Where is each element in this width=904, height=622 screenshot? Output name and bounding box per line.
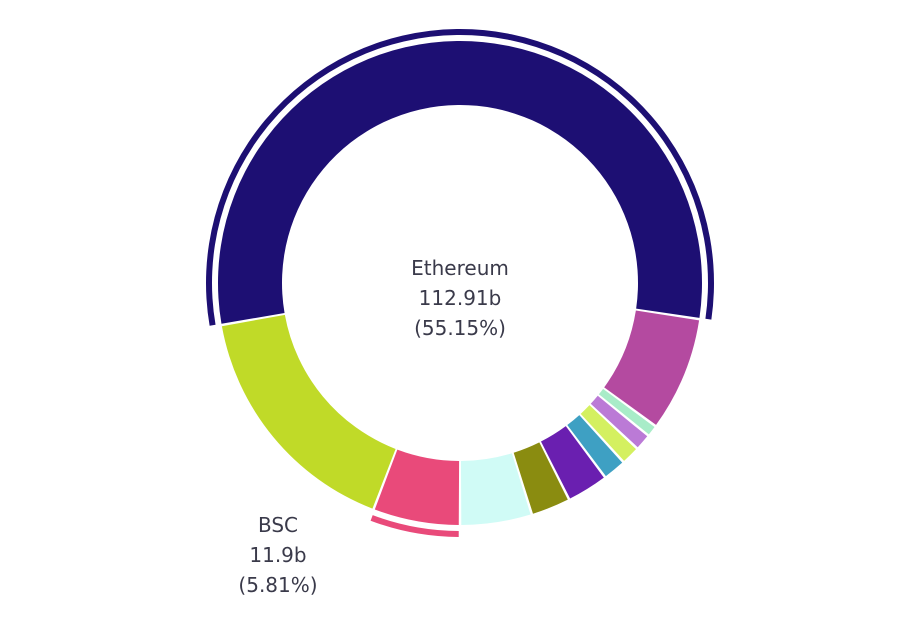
ethereum-label-name: Ethereum — [411, 256, 509, 280]
donut-slice-2[interactable] — [604, 310, 700, 425]
bsc-label-value: 11.9b — [249, 543, 307, 567]
donut-slice-5[interactable] — [580, 405, 637, 461]
highlight-arc-bsc — [370, 515, 459, 537]
bsc-label-percent: (5.81%) — [238, 573, 318, 597]
donut-slice-bsc[interactable] — [374, 449, 460, 525]
donut-slice-3[interactable] — [598, 388, 655, 435]
donut-slice-11[interactable] — [221, 314, 396, 509]
bsc-label-name: BSC — [257, 513, 299, 537]
donut-slice-4[interactable] — [590, 395, 648, 448]
donut-slice-8[interactable] — [513, 442, 568, 514]
slice-highlight-arcs — [206, 29, 715, 537]
donut-slice-7[interactable] — [540, 426, 604, 499]
ethereum-label: Ethereum 112.91b (55.15%) — [360, 253, 560, 343]
donut-slice-6[interactable] — [567, 415, 623, 477]
ethereum-label-value: 112.91b — [418, 286, 502, 310]
bsc-label: BSC 11.9b (5.81%) — [203, 510, 353, 600]
donut-slices — [218, 40, 702, 525]
ethereum-label-percent: (55.15%) — [414, 316, 506, 340]
donut-slice-ethereum[interactable] — [218, 40, 702, 324]
donut-slice-9[interactable] — [460, 453, 531, 525]
